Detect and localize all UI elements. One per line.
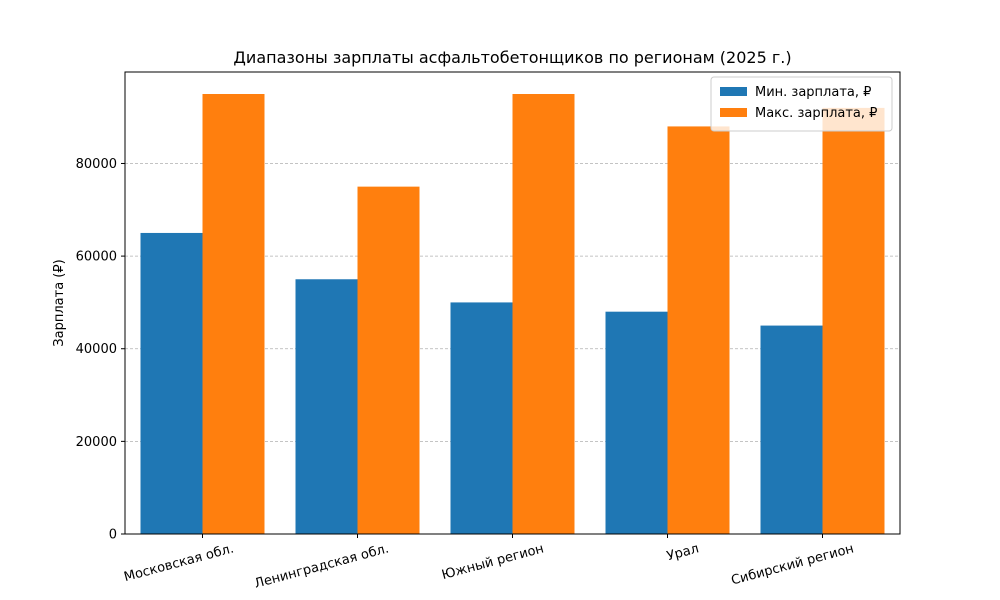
bar-series2-5 xyxy=(822,107,885,534)
y-tick-label-2: 40000 xyxy=(76,342,117,357)
bar-series1-5 xyxy=(760,325,823,534)
legend: Мин. зарплата, ₽ Макс. зарплата, ₽ xyxy=(710,76,893,132)
bar-series2-4 xyxy=(667,126,730,534)
bar-series2-2 xyxy=(357,186,420,534)
legend-swatch-2 xyxy=(720,108,747,117)
bar-series1-1 xyxy=(140,232,203,534)
bar-series2-1 xyxy=(202,94,265,534)
y-tick-label-0: 0 xyxy=(109,528,117,543)
bar-series2-3 xyxy=(512,94,575,534)
bar-series1-4 xyxy=(605,311,668,534)
y-tick-label-3: 60000 xyxy=(76,250,117,265)
chart-title: Диапазоны зарплаты асфальтобетонщиков по… xyxy=(233,48,791,67)
bar-series1-2 xyxy=(295,279,358,534)
legend-box xyxy=(710,76,893,132)
y-tick-label-4: 80000 xyxy=(76,157,117,172)
y-axis: 0 20000 40000 60000 80000 xyxy=(76,157,125,543)
bar-series1-3 xyxy=(450,302,513,534)
legend-swatch-1 xyxy=(720,87,747,96)
bars xyxy=(140,94,885,534)
legend-label-1: Мин. зарплата, ₽ xyxy=(755,85,871,100)
legend-label-2: Макс. зарплата, ₽ xyxy=(755,106,877,121)
y-tick-label-1: 20000 xyxy=(76,435,117,450)
y-axis-label: Зарплата (₽) xyxy=(52,259,67,346)
